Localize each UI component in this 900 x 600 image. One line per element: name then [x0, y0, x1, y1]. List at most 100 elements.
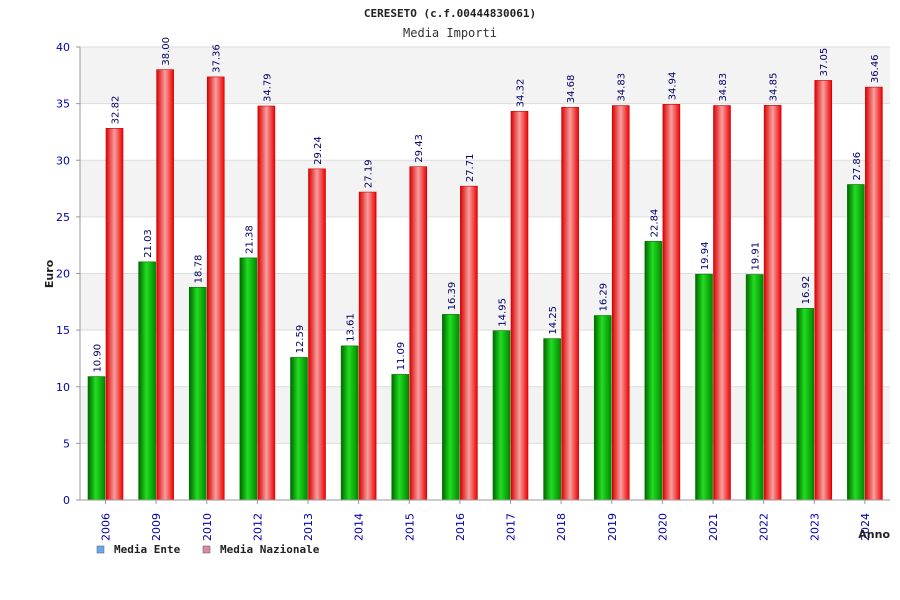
bar-value-label: 27.19 [364, 159, 375, 188]
y-tick-label: 0 [63, 494, 70, 507]
bar-value-label: 29.24 [313, 136, 324, 165]
bar-media-nazionale-2024 [865, 86, 883, 501]
bar-value-label: 22.84 [649, 209, 660, 238]
bar-media-ente-2012 [239, 257, 258, 501]
bar-value-label: 16.92 [801, 276, 812, 305]
x-tick-label-2006: 2006 [100, 513, 113, 541]
bar-value-label: 38.00 [161, 37, 172, 66]
bar-value-label: 29.43 [414, 134, 425, 163]
bar-media-nazionale-2018 [561, 106, 579, 501]
x-tick-label-2018: 2018 [555, 513, 568, 541]
bar-media-nazionale-2019 [611, 105, 630, 501]
chart-title: CERESETO (c.f.00444830061) [364, 7, 536, 20]
bar-value-label: 34.68 [566, 75, 577, 104]
bar-media-nazionale-2013 [308, 168, 326, 501]
bar-media-nazionale-2020 [662, 104, 681, 501]
bar-value-labels: 10.90 32.82 21.03 38.00 18.78 37.36 21.38 34.79… [93, 37, 881, 373]
y-axis-ticks: 0 5 10 15 20 25 30 35 40 [56, 41, 80, 507]
bar-value-label: 18.78 [194, 255, 205, 284]
bar-media-nazionale-2015 [409, 166, 428, 501]
x-tick-label-2013: 2013 [302, 513, 315, 541]
y-tick-label: 5 [63, 437, 70, 450]
bar-media-ente-2017 [492, 330, 511, 501]
bar-value-label: 34.32 [516, 79, 527, 108]
legend-swatch-media-ente [96, 545, 105, 554]
bar-media-nazionale-2023 [814, 80, 833, 501]
bar-value-label: 19.91 [751, 242, 762, 271]
y-tick-label: 25 [56, 211, 70, 224]
legend-swatch-media-nazionale [202, 545, 211, 554]
x-tick-label-2020: 2020 [656, 513, 669, 541]
bar-media-ente-2016 [442, 314, 460, 501]
y-tick-label: 10 [56, 381, 70, 394]
x-tick-label-2015: 2015 [403, 513, 416, 541]
bar-value-label: 27.86 [852, 152, 863, 181]
bar-media-ente-2006 [87, 376, 106, 501]
x-tick-label-2014: 2014 [353, 513, 366, 541]
bar-value-label: 14.95 [498, 298, 509, 327]
y-tick-label: 30 [56, 154, 70, 167]
x-tick-label-2009: 2009 [150, 513, 163, 541]
bar-value-label: 16.39 [447, 282, 458, 311]
x-tick-label-2017: 2017 [505, 513, 518, 541]
bar-media-nazionale-2016 [460, 185, 478, 501]
x-tick-label-2012: 2012 [251, 513, 264, 541]
bar-value-label: 21.03 [143, 229, 154, 258]
bar-value-label: 10.90 [93, 344, 104, 373]
bar-media-ente-2021 [695, 273, 713, 501]
bar-media-nazionale-2010 [206, 76, 225, 501]
bar-media-ente-2022 [745, 274, 764, 501]
bar-value-label: 34.79 [262, 73, 273, 102]
x-tick-label-2010: 2010 [201, 513, 214, 541]
chart-subtitle: Media Importi [403, 26, 497, 40]
bar-media-nazionale-2021 [713, 105, 731, 501]
bar-media-nazionale-2012 [257, 105, 276, 501]
bar-media-ente-2009 [138, 261, 156, 501]
bar-media-nazionale-2022 [763, 105, 782, 501]
bar-value-label: 16.29 [599, 283, 610, 312]
bar-value-label: 14.25 [548, 306, 559, 335]
x-tick-label-2024: 2024 [859, 513, 872, 541]
bar-value-label: 12.59 [295, 325, 306, 354]
bar-value-label: 19.94 [700, 242, 711, 271]
bar-media-ente-2015 [391, 374, 410, 501]
bar-value-label: 34.83 [718, 73, 729, 102]
y-tick-label: 35 [56, 98, 70, 111]
bar-value-label: 37.36 [212, 44, 223, 73]
bar-value-label: 36.46 [870, 54, 881, 83]
x-tick-label-2022: 2022 [758, 513, 771, 541]
bar-value-label: 21.38 [244, 225, 255, 254]
y-axis-label: Euro [43, 259, 56, 288]
bar-media-ente-2019 [593, 315, 612, 501]
bar-value-label: 34.94 [667, 72, 678, 101]
bar-value-label: 34.85 [769, 73, 780, 102]
bar-media-nazionale-2009 [156, 69, 174, 501]
bar-media-nazionale-2006 [105, 128, 124, 501]
x-tick-label-2023: 2023 [808, 513, 821, 541]
bar-value-label: 37.05 [819, 48, 830, 77]
bar-media-ente-2020 [644, 241, 663, 501]
bar-media-nazionale-2017 [510, 111, 529, 501]
y-tick-label: 15 [56, 324, 70, 337]
x-tick-label-2019: 2019 [606, 513, 619, 541]
bar-media-ente-2013 [290, 357, 308, 501]
y-tick-label: 40 [56, 41, 70, 54]
bar-value-label: 11.09 [396, 342, 407, 371]
bar-media-ente-2018 [543, 338, 561, 501]
bar-value-label: 34.83 [617, 73, 628, 102]
bar-media-nazionale-2014 [358, 191, 377, 501]
bar-value-label: 32.82 [111, 96, 122, 125]
legend-label-media-ente: Media Ente [114, 543, 181, 556]
legend: Media Ente Media Nazionale [96, 543, 320, 556]
bar-media-ente-2024 [847, 184, 865, 501]
y-tick-label: 20 [56, 268, 70, 281]
bar-media-ente-2014 [340, 345, 359, 501]
bar-media-ente-2023 [796, 308, 815, 501]
bar-value-label: 13.61 [346, 313, 357, 342]
x-tick-label-2021: 2021 [707, 513, 720, 541]
bar-value-label: 27.71 [465, 154, 476, 183]
bar-media-ente-2010 [188, 287, 207, 501]
legend-label-media-nazionale: Media Nazionale [220, 543, 320, 556]
x-tick-label-2016: 2016 [454, 513, 467, 541]
